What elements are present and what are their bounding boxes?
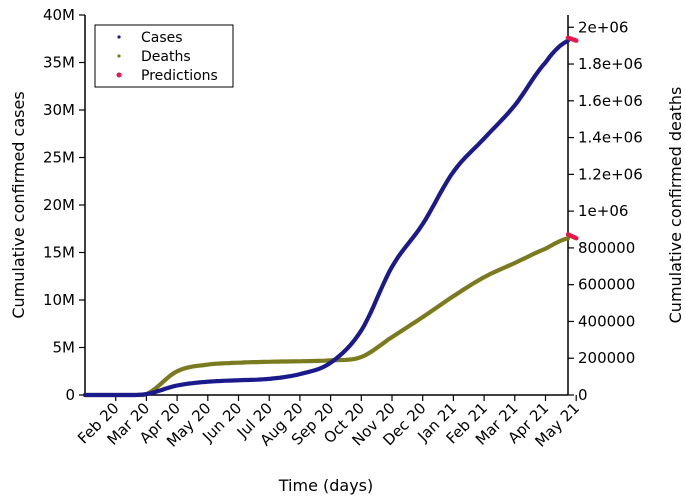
right-y-tick-label: 0	[578, 386, 588, 404]
right-y-ticks: 0 200000 400000 600000 800000 1e+06 1.2e+06 1.4…	[568, 18, 643, 404]
left-y-tick-label: 25M	[43, 149, 75, 167]
series-line-deaths	[82, 236, 571, 398]
left-y-tick-label: 15M	[43, 244, 75, 262]
right-y-tick-label: 400000	[578, 312, 635, 330]
right-y-tick-label: 1.4e+06	[578, 129, 643, 147]
left-y-tick-label: 40M	[43, 6, 75, 24]
right-y-tick-label: 200000	[578, 349, 635, 367]
right-y-tick-label: 1.8e+06	[578, 55, 643, 73]
right-y-tick-label: 1e+06	[578, 202, 628, 220]
legend-marker-predictions	[116, 72, 122, 78]
right-y-tick-label: 1.6e+06	[578, 92, 643, 110]
right-y-axis-title: Cumulative confirmed deaths	[666, 87, 685, 324]
left-y-tick-label: 10M	[43, 291, 75, 309]
right-y-tick-label: 1.2e+06	[578, 165, 643, 183]
prediction-line-deaths	[565, 232, 579, 241]
right-y-tick-label: 600000	[578, 276, 635, 294]
left-y-tick-label: 30M	[43, 101, 75, 119]
legend-marker-deaths	[117, 54, 121, 58]
legend: Cases Deaths Predictions	[94, 24, 234, 88]
right-y-tick-label: 2e+06	[578, 18, 628, 36]
left-y-tick-label: 35M	[43, 54, 75, 72]
legend-label-deaths: Deaths	[141, 49, 191, 65]
legend-label-predictions: Predictions	[141, 68, 218, 84]
right-y-tick-label: 800000	[578, 239, 635, 257]
legend-marker-cases	[117, 35, 121, 39]
prediction-line-cases	[565, 35, 579, 43]
legend-label-cases: Cases	[141, 30, 183, 46]
left-y-ticks: 0 5M 10M 15M 20M 25M 30M 35M 40M	[43, 6, 85, 404]
x-axis-title: Time (days)	[278, 476, 374, 495]
left-y-tick-label: 5M	[53, 339, 76, 357]
left-y-tick-label: 0	[65, 386, 75, 404]
left-y-tick-label: 20M	[43, 196, 75, 214]
series-line-cases	[82, 38, 571, 398]
left-y-axis-title: Cumulative confirmed cases	[9, 91, 28, 318]
series-layer	[82, 35, 579, 398]
